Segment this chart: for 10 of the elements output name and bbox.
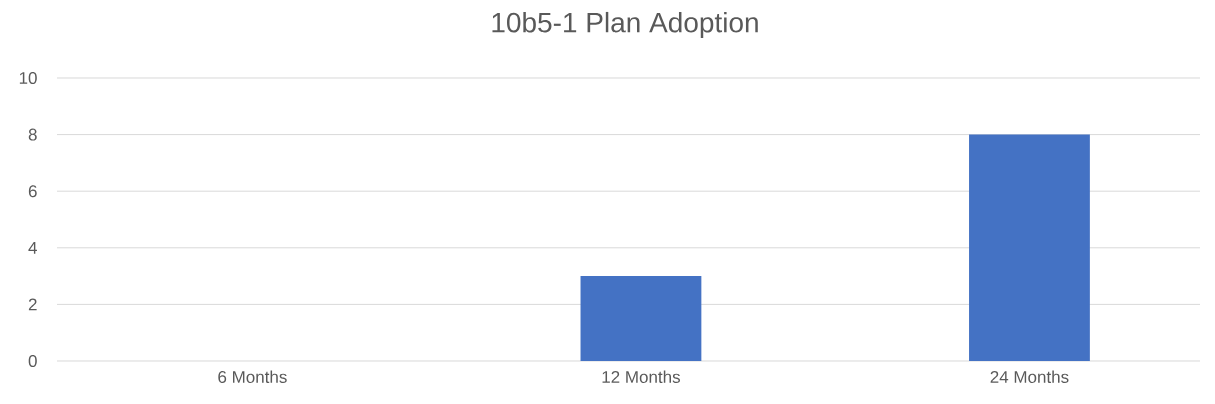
y-tick-label: 0: [28, 354, 37, 368]
x-tick-label: 24 Months: [990, 370, 1069, 384]
y-tick-label: 10: [19, 71, 37, 85]
y-tick-label: 6: [28, 185, 37, 198]
x-tick-label: 12 Months: [602, 370, 680, 384]
x-tick-label: 6 Months: [218, 370, 287, 384]
y-tick-label: 8: [28, 128, 37, 141]
chart-title: 10b5-1 Plan Adoption: [492, 11, 758, 39]
y-tick-label: 4: [28, 241, 37, 254]
y-tick-label: 2: [28, 298, 37, 311]
